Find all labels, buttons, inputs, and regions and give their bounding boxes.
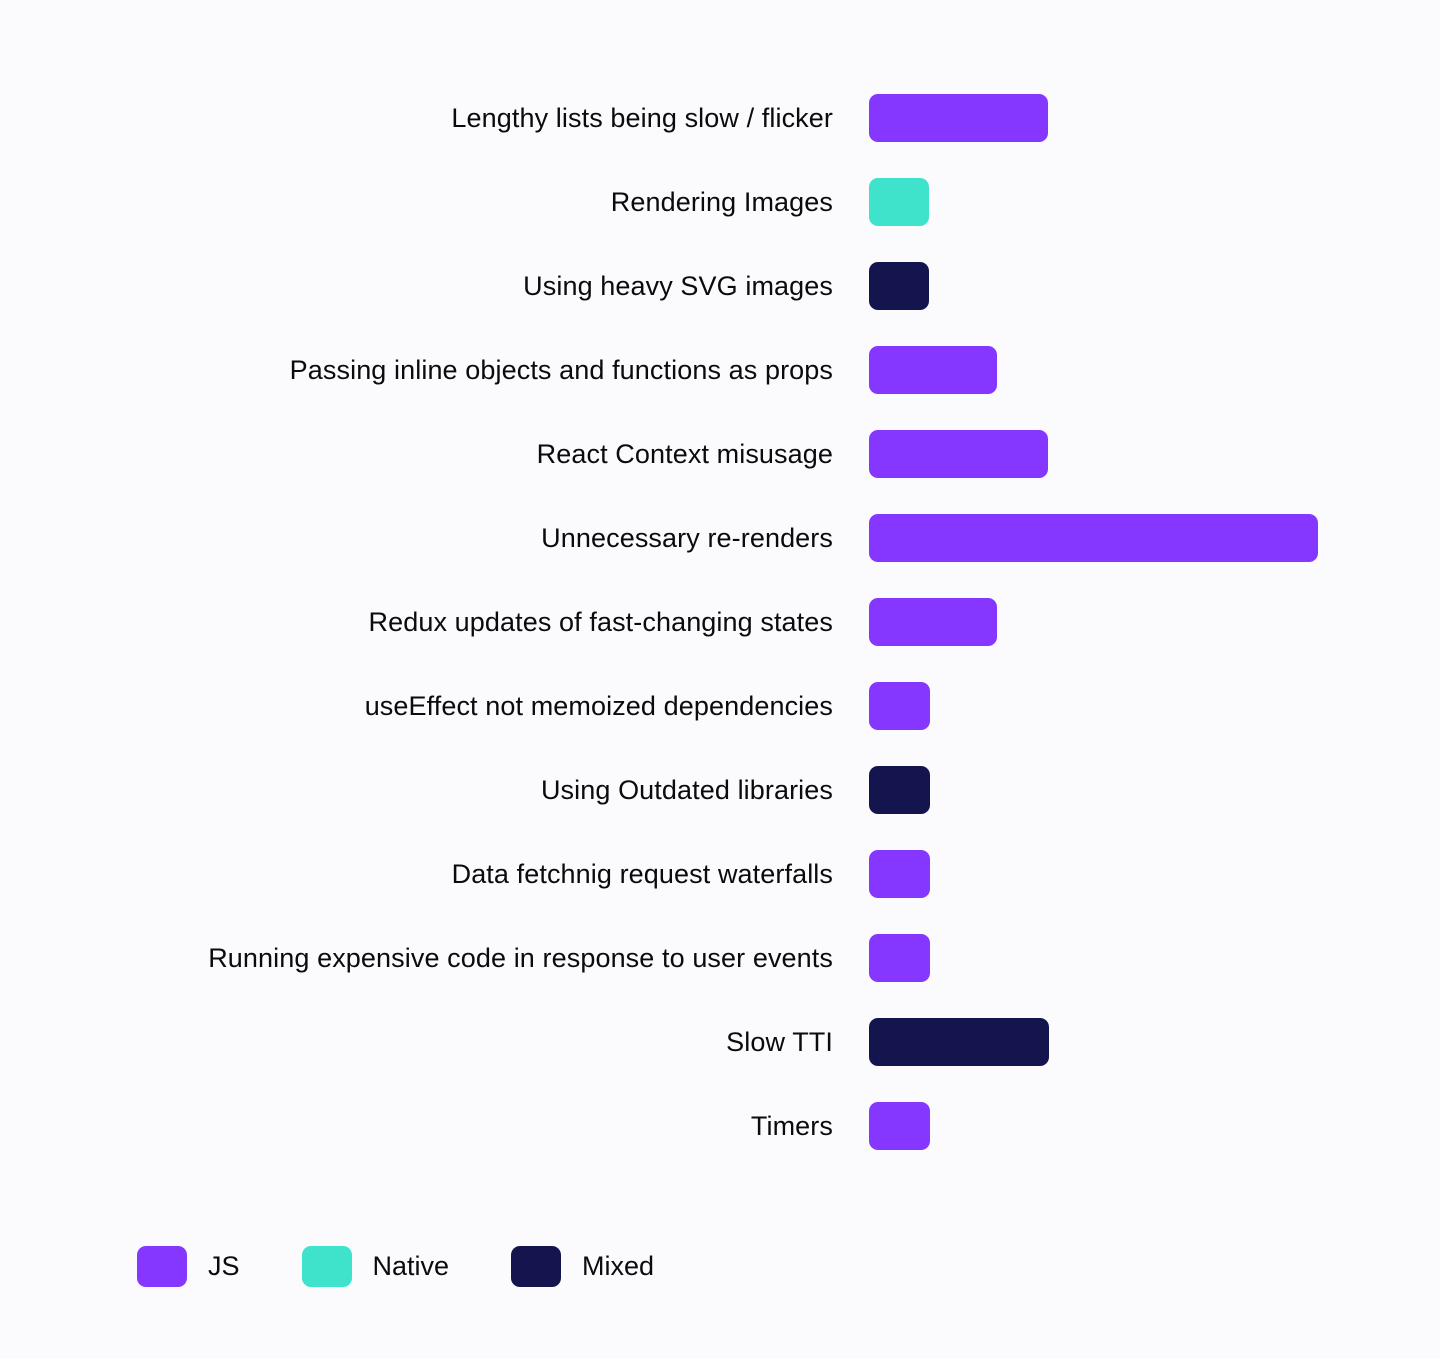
legend-item-mixed: Mixed — [511, 1246, 654, 1287]
bar — [869, 262, 929, 310]
bar — [869, 1018, 1049, 1066]
bar — [869, 850, 930, 898]
chart-row: useEffect not memoized dependencies — [0, 682, 1440, 766]
chart-row: Slow TTI — [0, 1018, 1440, 1102]
category-label: useEffect not memoized dependencies — [364, 691, 833, 721]
legend-item-native: Native — [301, 1246, 450, 1287]
legend-swatch — [137, 1246, 187, 1287]
bar — [869, 682, 930, 730]
legend-label: Native — [372, 1251, 450, 1281]
category-label: Slow TTI — [726, 1027, 833, 1057]
chart-row: Using Outdated libraries — [0, 766, 1440, 850]
category-label: Data fetchnig request waterfalls — [451, 859, 833, 889]
category-label: Rendering Images — [610, 187, 833, 217]
chart-row: Using heavy SVG images — [0, 262, 1440, 346]
chart-row: Running expensive code in response to us… — [0, 934, 1440, 1018]
chart-row: Unnecessary re-renders — [0, 514, 1440, 598]
bar-chart: Lengthy lists being slow / flicker Render… — [0, 94, 1440, 1186]
category-label: Lengthy lists being slow / flicker — [451, 103, 833, 133]
bar — [869, 346, 997, 394]
legend: JS Native Mixed — [137, 1246, 716, 1287]
legend-item-js: JS — [137, 1246, 240, 1287]
category-label: Passing inline objects and functions as … — [289, 355, 833, 385]
legend-swatch — [511, 1246, 562, 1287]
bar — [869, 430, 1048, 478]
category-label: React Context misusage — [536, 439, 833, 469]
bar — [869, 1102, 930, 1150]
legend-label: JS — [208, 1251, 240, 1281]
chart-row: Redux updates of fast-changing states — [0, 598, 1440, 682]
category-label: Timers — [750, 1111, 833, 1141]
bar — [869, 514, 1318, 562]
chart-row: Passing inline objects and functions as … — [0, 346, 1440, 430]
category-label: Unnecessary re-renders — [541, 523, 833, 553]
legend-swatch — [301, 1246, 352, 1287]
chart-row: Data fetchnig request waterfalls — [0, 850, 1440, 934]
category-label: Redux updates of fast-changing states — [368, 607, 833, 637]
legend-label: Mixed — [582, 1251, 655, 1281]
bar — [869, 598, 997, 646]
bar — [869, 934, 930, 982]
bar — [869, 94, 1048, 142]
category-label: Using Outdated libraries — [540, 775, 833, 805]
chart-row: React Context misusage — [0, 430, 1440, 514]
category-label: Using heavy SVG images — [523, 271, 833, 301]
bar — [869, 766, 930, 814]
chart-row: Timers — [0, 1102, 1440, 1186]
chart-row: Lengthy lists being slow / flicker — [0, 94, 1440, 178]
chart-row: Rendering Images — [0, 178, 1440, 262]
bar — [869, 178, 929, 226]
category-label: Running expensive code in response to us… — [208, 943, 833, 973]
